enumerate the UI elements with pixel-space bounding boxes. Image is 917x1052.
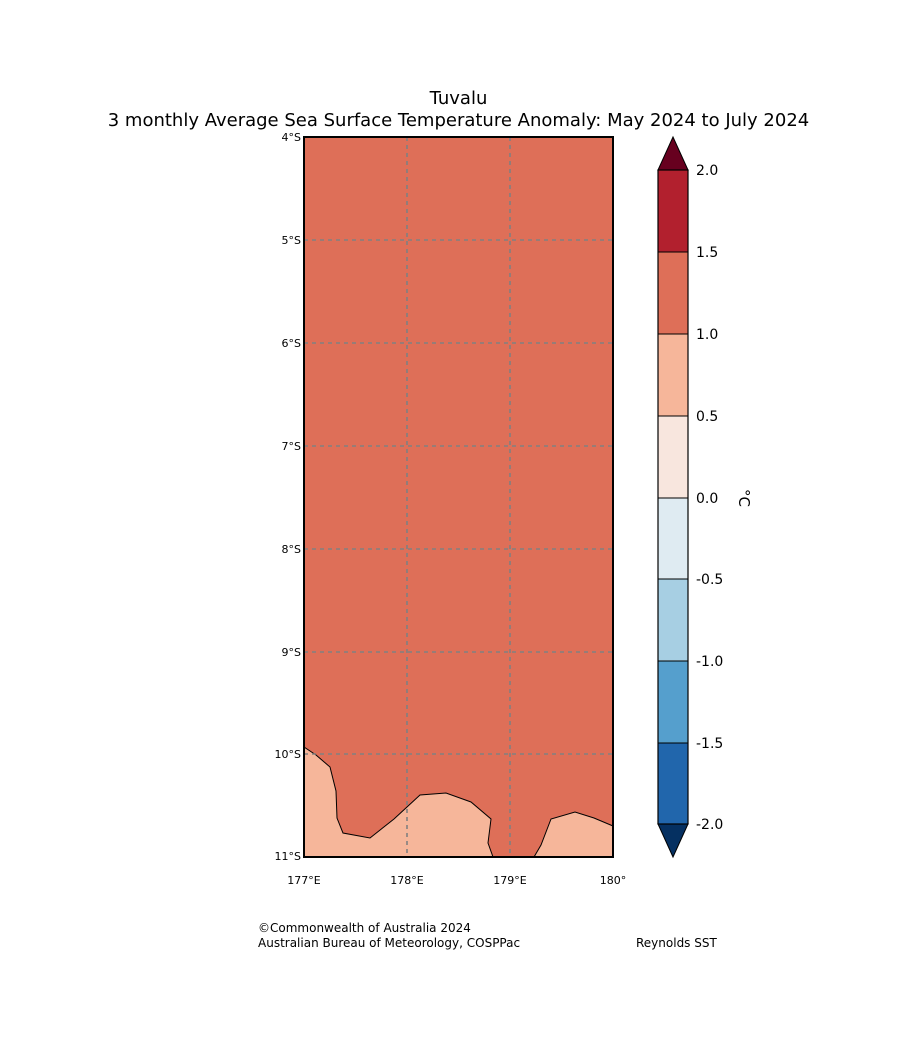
coastal-region-west xyxy=(303,746,494,858)
colorbar-swatch xyxy=(658,579,688,661)
agency-text: Australian Bureau of Meteorology, COSPPa… xyxy=(258,936,521,950)
ocean-anomaly-fill xyxy=(304,137,613,857)
colorbar-swatch xyxy=(658,252,688,334)
colorbar-swatch xyxy=(658,170,688,252)
lat-label: 4°S xyxy=(282,131,301,144)
copyright-text: ©Commonwealth of Australia 2024 xyxy=(258,921,471,935)
lon-label: 179°E xyxy=(493,874,526,887)
colorbar-tick-label: -2.0 xyxy=(696,817,723,833)
colorbar-tick-label: 0.5 xyxy=(696,409,718,425)
colorbar-swatch xyxy=(658,661,688,743)
lat-label: 7°S xyxy=(282,440,301,453)
colorbar-unit-label: °C xyxy=(735,489,753,507)
colorbar-tick-label: -1.0 xyxy=(696,654,723,670)
colorbar-swatch xyxy=(658,416,688,498)
data-source-text: Reynolds SST xyxy=(636,936,717,950)
map-frame xyxy=(303,136,614,858)
colorbar-tick-label: -0.5 xyxy=(696,572,723,588)
lon-label: 177°E xyxy=(287,874,320,887)
lon-label: 178°E xyxy=(390,874,423,887)
colorbar-over-arrow xyxy=(657,135,689,171)
lon-axis: 177°E 178°E 179°E 180° xyxy=(287,874,626,887)
colorbar-swatch xyxy=(658,498,688,579)
lat-label: 9°S xyxy=(282,646,301,659)
lat-label: 5°S xyxy=(282,234,301,247)
lat-label: 11°S xyxy=(275,850,301,863)
colorbar-tick-label: -1.5 xyxy=(696,736,723,752)
lat-label: 6°S xyxy=(282,337,301,350)
map-subtitle: 3 monthly Average Sea Surface Temperatur… xyxy=(107,110,810,131)
colorbar-tick-label: 2.0 xyxy=(696,163,718,179)
colorbar-dividers xyxy=(658,251,688,744)
colorbar-tick-label: 1.0 xyxy=(696,327,718,343)
colorbar: 2.0 1.5 1.0 0.5 0.0 -0.5 -1.0 -1.5 -2.0 … xyxy=(657,135,753,859)
lat-label: 10°S xyxy=(275,748,301,761)
gridlines xyxy=(304,137,613,857)
map-title: Tuvalu xyxy=(429,88,488,109)
colorbar-frame xyxy=(657,169,689,825)
colorbar-tick-label: 0.0 xyxy=(696,491,718,507)
colorbar-tick-label: 1.5 xyxy=(696,245,718,261)
colorbar-swatch xyxy=(658,334,688,416)
colorbar-ticks: 2.0 1.5 1.0 0.5 0.0 -0.5 -1.0 -1.5 -2.0 xyxy=(696,163,723,833)
lat-axis: 4°S 5°S 6°S 7°S 8°S 9°S 10°S 11°S xyxy=(275,131,301,863)
colorbar-swatch xyxy=(658,743,688,824)
colorbar-under-arrow xyxy=(657,823,689,859)
lon-label: 180° xyxy=(600,874,627,887)
map-panel xyxy=(303,136,614,858)
lat-label: 8°S xyxy=(282,543,301,556)
